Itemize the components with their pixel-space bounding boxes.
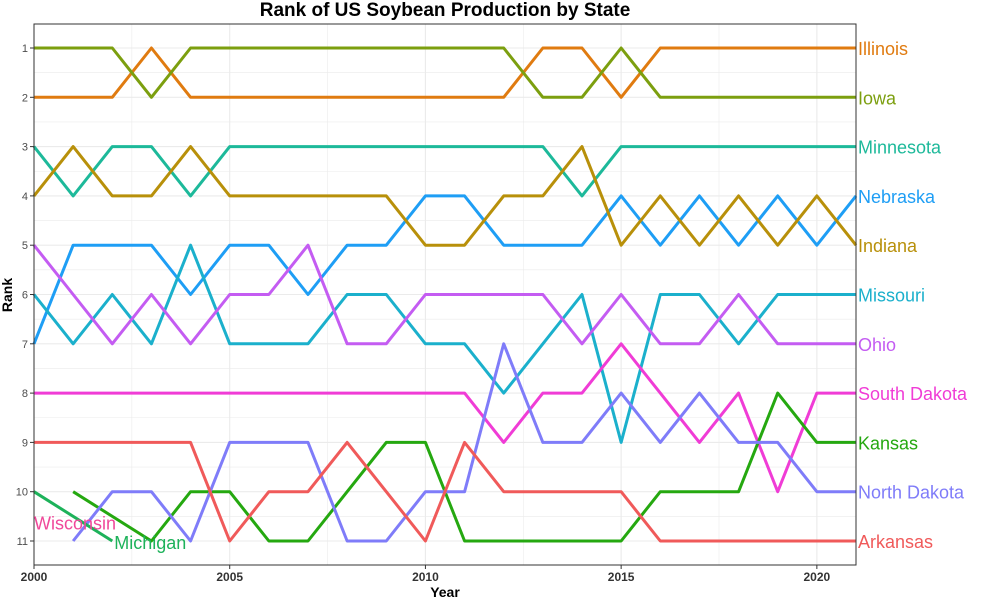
axis-ticks: 1 2 3 4 5 6 7 8 9 10 11 2000 2005 2010 2015 2020 xyxy=(16,43,831,584)
series-line-ohio xyxy=(32,243,856,346)
series-label-iowa: Iowa xyxy=(858,88,897,108)
y-tick-label: 11 xyxy=(17,536,28,548)
y-tick-label: 5 xyxy=(22,240,28,252)
x-tick-label: 2020 xyxy=(804,570,831,584)
x-axis-label: Year xyxy=(430,584,460,600)
x-tick-label: 2010 xyxy=(412,570,439,584)
x-tick-label: 2015 xyxy=(608,570,635,584)
series-labels: Illinois Iowa Minnesota Nebraska Indiana Miss… xyxy=(34,39,968,553)
y-axis-label: Rank xyxy=(0,278,15,312)
series-line-indiana xyxy=(32,145,858,247)
y-tick-label: 8 xyxy=(22,388,28,400)
y-tick-label: 1 xyxy=(22,43,28,55)
y-tick-label: 6 xyxy=(22,290,28,302)
series-label-illinois: Illinois xyxy=(858,39,908,59)
series-label-kansas: Kansas xyxy=(858,433,918,453)
series-line-north-dakota xyxy=(71,342,856,543)
y-tick-label: 4 xyxy=(22,191,28,203)
series-label-wisconsin: Wisconsin xyxy=(34,514,116,534)
y-tick-label: 7 xyxy=(22,339,28,351)
y-tick-label: 2 xyxy=(22,92,28,104)
series-label-nebraska: Nebraska xyxy=(858,187,936,207)
y-tick-label: 9 xyxy=(22,437,28,449)
series-label-south-dakota: South Dakota xyxy=(858,384,968,404)
series-line-kansas xyxy=(72,391,856,543)
series-label-michigan: Michigan xyxy=(114,533,186,553)
series-label-north-dakota: North Dakota xyxy=(858,483,965,503)
series-lines xyxy=(32,46,858,543)
series-label-indiana: Indiana xyxy=(858,236,918,256)
series-line-iowa xyxy=(34,46,856,99)
x-tick-label: 2005 xyxy=(216,570,243,584)
series-label-minnesota: Minnesota xyxy=(858,138,942,158)
series-label-ohio: Ohio xyxy=(858,335,896,355)
chart-title: Rank of US Soybean Production by State xyxy=(260,0,631,21)
series-line-michigan xyxy=(33,490,114,543)
x-tick-label: 2000 xyxy=(21,570,48,584)
series-line-arkansas xyxy=(34,440,856,543)
y-tick-label: 10 xyxy=(16,487,28,499)
y-tick-label: 3 xyxy=(22,142,28,154)
series-label-arkansas: Arkansas xyxy=(858,532,933,552)
series-label-missouri: Missouri xyxy=(858,286,925,306)
